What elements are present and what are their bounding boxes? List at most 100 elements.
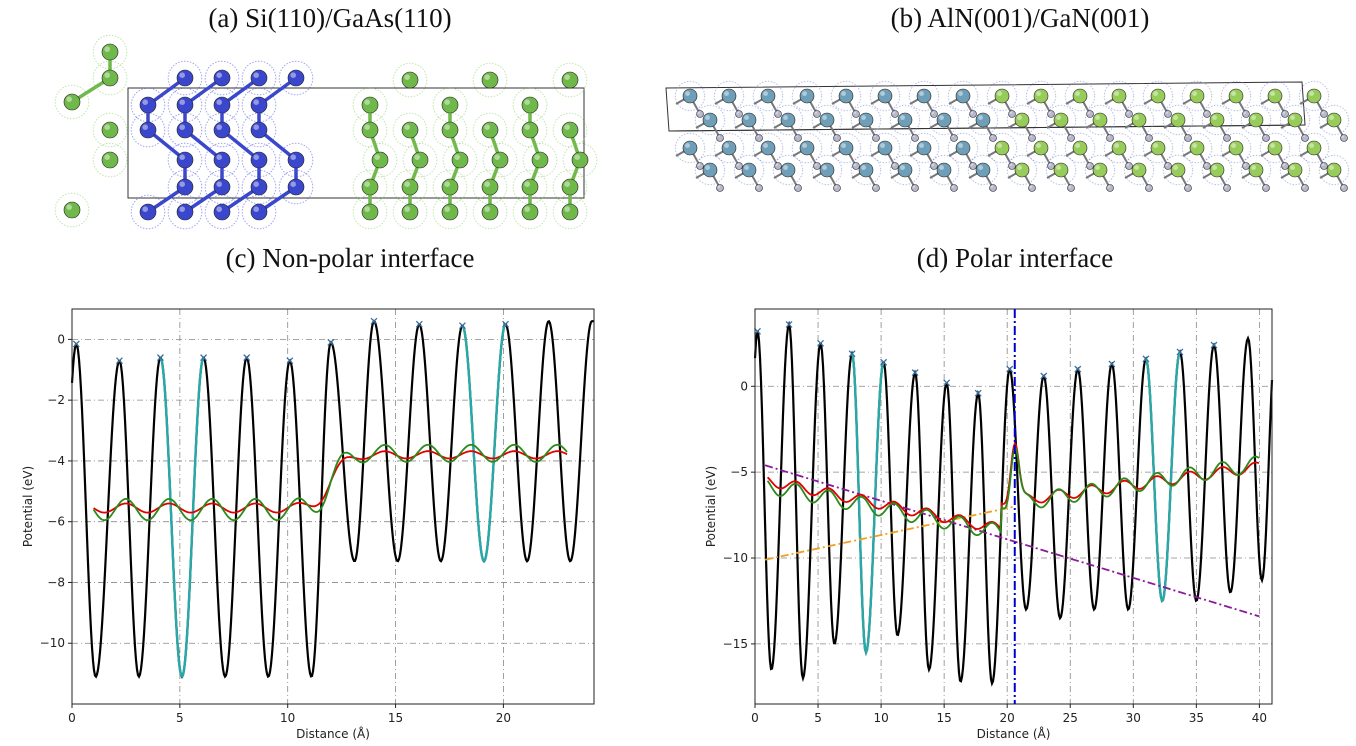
atom: [755, 184, 763, 192]
atom: [1086, 110, 1094, 118]
atom-highlight: [1243, 163, 1246, 166]
electron-cloud: [928, 104, 960, 136]
atom-sphere: [897, 162, 913, 178]
x-tick-label: 30: [1126, 711, 1141, 725]
atom: [830, 132, 862, 164]
atom-sphere: [561, 71, 579, 89]
atom: [791, 132, 823, 164]
atom-sphere: [1281, 162, 1289, 170]
atom-highlight: [1173, 165, 1179, 170]
electron-cloud: [674, 80, 706, 112]
y-tick-label: −4: [47, 454, 65, 468]
electron-cloud: [772, 154, 804, 186]
atom: [1184, 134, 1192, 142]
atom-sphere: [361, 121, 379, 139]
maximum-marker: [458, 322, 466, 330]
atom-sphere: [250, 151, 268, 169]
electron-cloud: [204, 60, 240, 96]
atom-sphere: [361, 203, 379, 221]
atom-highlight: [1146, 185, 1149, 188]
electron-cloud: [889, 104, 921, 136]
atom: [911, 184, 919, 192]
atom-sphere: [287, 69, 305, 87]
atom: [92, 112, 128, 148]
atom-highlight: [454, 154, 461, 160]
atom-sphere: [250, 203, 268, 221]
atom: [850, 154, 882, 186]
atom: [204, 112, 240, 148]
atom: [713, 80, 745, 112]
electron-cloud: [986, 132, 1018, 164]
atom: [1220, 132, 1252, 164]
electron-cloud: [850, 104, 882, 136]
electron-cloud: [1103, 80, 1135, 112]
plot-area: [755, 309, 1272, 704]
x-tick-label: 40: [1252, 711, 1267, 725]
atom-highlight: [736, 111, 740, 114]
atom-highlight: [1341, 185, 1344, 188]
atom-sphere: [872, 134, 880, 142]
atom: [562, 142, 598, 178]
atom-highlight: [1095, 115, 1101, 121]
atom-sphere: [969, 162, 977, 170]
atom: [241, 142, 277, 178]
atom-highlight: [978, 165, 983, 170]
electron-cloud: [674, 132, 706, 164]
atom-sphere: [741, 112, 757, 128]
electron-cloud: [1298, 132, 1330, 164]
atom: [1086, 162, 1094, 170]
atom-highlight: [484, 74, 491, 80]
atom: [1028, 184, 1036, 192]
electron-cloud: [552, 112, 588, 148]
electron-cloud: [278, 60, 314, 96]
atom-sphere: [755, 184, 763, 192]
atom: [1084, 154, 1116, 186]
atom: [696, 110, 704, 118]
atom-highlight: [1126, 111, 1129, 114]
atom-highlight: [853, 163, 857, 166]
atom-highlight: [814, 111, 818, 114]
x-tick-label: 15: [388, 711, 403, 725]
electron-cloud: [241, 194, 277, 230]
electron-cloud: [1064, 80, 1096, 112]
atom-sphere: [1340, 184, 1348, 192]
atom-sphere: [813, 162, 821, 170]
atom: [392, 112, 428, 148]
atom-highlight: [574, 154, 580, 160]
electron-cloud: [552, 169, 588, 205]
atom: [1006, 154, 1038, 186]
electron-cloud: [352, 87, 388, 123]
atom-sphere: [1223, 134, 1231, 142]
atom: [813, 162, 821, 170]
highlighted-period: [1144, 351, 1181, 603]
atom-sphere: [176, 203, 194, 221]
atom-highlight: [783, 165, 788, 170]
maximum-marker: [974, 389, 982, 397]
y-tick-label: −5: [730, 465, 748, 479]
atom: [241, 169, 277, 205]
atom-highlight: [216, 99, 222, 105]
electron-cloud: [278, 169, 314, 205]
atom-sphere: [872, 184, 880, 192]
highlighted-period: [461, 323, 507, 563]
atom: [1298, 80, 1330, 112]
atom-sphere: [760, 88, 776, 104]
electron-cloud: [1181, 132, 1213, 164]
x-tick-label: 0: [751, 711, 759, 725]
atom-highlight: [744, 115, 749, 121]
atom-sphere: [682, 140, 698, 156]
atom-sphere: [1184, 184, 1192, 192]
electron-cloud: [791, 80, 823, 112]
electron-cloud: [713, 80, 745, 112]
atom: [392, 62, 428, 98]
atom: [1162, 104, 1194, 136]
atom-sphere: [250, 69, 268, 87]
atom-highlight: [1321, 111, 1324, 114]
atom: [241, 87, 277, 123]
x-tick-label: 20: [1000, 711, 1015, 725]
atom-sphere: [1028, 134, 1036, 142]
atom-sphere: [1189, 140, 1205, 156]
atom-sphere: [1145, 134, 1153, 142]
atom: [694, 104, 726, 136]
electron-cloud: [54, 192, 90, 228]
